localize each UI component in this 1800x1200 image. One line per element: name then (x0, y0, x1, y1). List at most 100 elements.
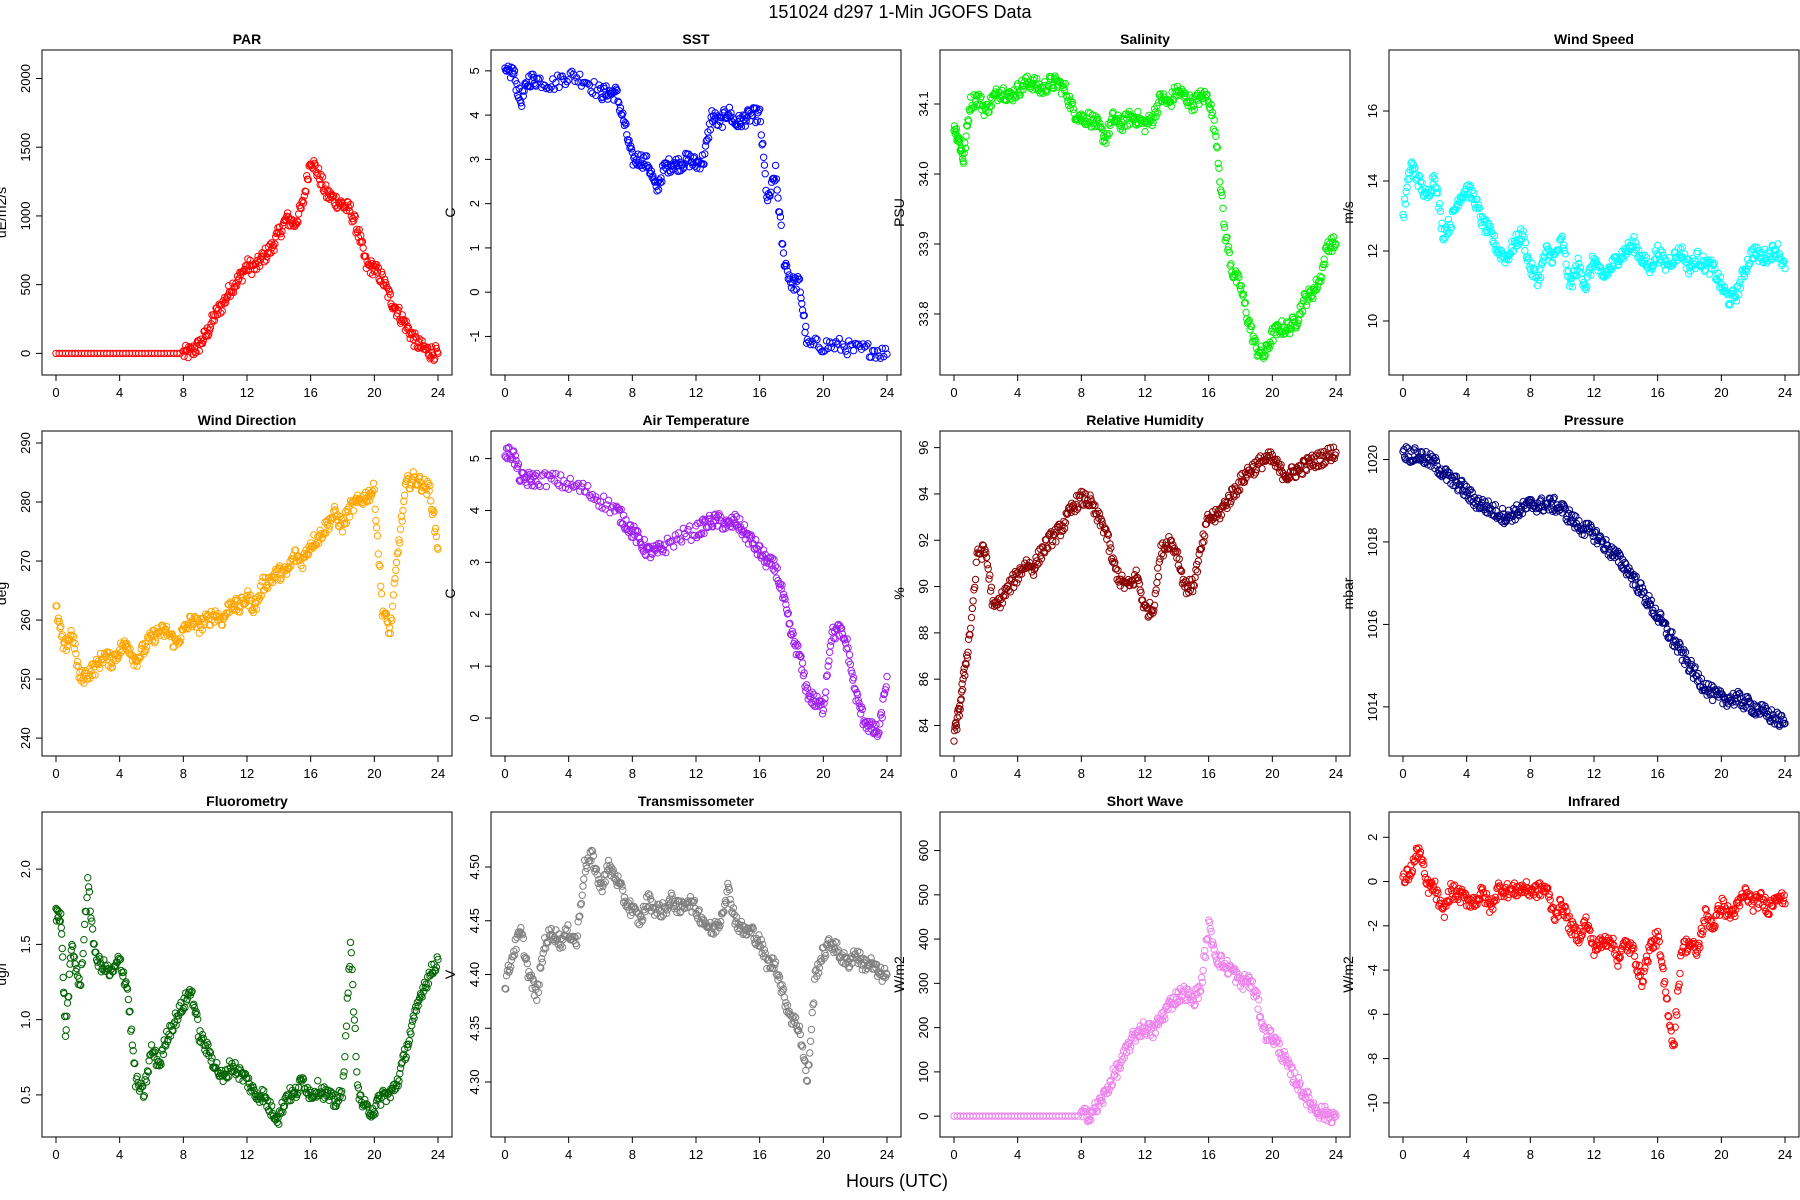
data-point (1513, 241, 1522, 250)
data-point (431, 524, 440, 533)
data-point (1649, 262, 1657, 271)
data-point (1260, 352, 1269, 360)
data-point (532, 82, 540, 90)
y-axis-label-salinity: PSU (891, 198, 907, 227)
data-point (1630, 233, 1638, 241)
data-point (264, 584, 272, 592)
x-tick-label: 24 (880, 766, 894, 781)
data-point (969, 597, 977, 605)
data-point (576, 70, 584, 79)
y-tick-label: 500 (18, 274, 33, 296)
data-point (1453, 200, 1461, 209)
data-point (1485, 220, 1493, 229)
x-tick-label: 24 (1329, 766, 1343, 781)
data-point (1693, 247, 1702, 256)
data-point (352, 1052, 360, 1061)
data-point (332, 512, 340, 521)
data-point (250, 265, 258, 274)
data-point (1077, 110, 1086, 118)
data-point (502, 66, 510, 75)
data-point (409, 468, 417, 476)
x-tick-label: 20 (1714, 385, 1728, 400)
data-point (296, 553, 304, 562)
data-point (1067, 97, 1075, 105)
data-point (531, 81, 539, 89)
data-point (550, 85, 558, 93)
data-point (518, 102, 526, 111)
data-point (177, 634, 185, 642)
data-point (310, 531, 318, 539)
data-point (572, 942, 581, 950)
data-point (248, 605, 257, 614)
data-point (330, 502, 339, 511)
data-point (590, 78, 598, 86)
y-tick-label: 4.35 (467, 1016, 482, 1041)
data-point (1278, 317, 1286, 325)
data-point (427, 343, 436, 351)
data-point (1731, 292, 1739, 300)
data-point (1149, 118, 1157, 127)
data-point (385, 623, 394, 632)
data-point (341, 1053, 349, 1061)
y-tick-label: 3 (467, 559, 482, 566)
data-point (58, 930, 66, 938)
data-point (1316, 272, 1324, 280)
data-point (1320, 255, 1328, 263)
data-point (1678, 243, 1687, 251)
data-point (1564, 272, 1572, 281)
data-point (950, 737, 958, 745)
data-point (542, 482, 551, 491)
data-point (1302, 301, 1311, 309)
data-point (198, 626, 207, 634)
data-point (430, 508, 438, 517)
y-tick-label: 4.40 (467, 962, 482, 987)
data-point (1242, 308, 1250, 317)
data-point (834, 340, 842, 348)
data-point (1043, 88, 1051, 96)
data-point (427, 497, 435, 505)
data-point (1603, 271, 1612, 279)
data-point (260, 1087, 268, 1095)
data-point (1023, 72, 1031, 80)
x-tick-label: 0 (950, 766, 957, 781)
data-point (1435, 204, 1443, 212)
data-point (658, 178, 666, 186)
data-point (373, 524, 381, 532)
data-point (1509, 247, 1517, 256)
data-point (772, 175, 781, 183)
data-point (555, 83, 563, 92)
data-point (395, 303, 403, 312)
data-point (999, 84, 1007, 92)
data-point (1006, 88, 1014, 96)
x-tick-label: 0 (501, 385, 508, 400)
data-point (1632, 246, 1640, 255)
data-point (665, 155, 673, 163)
data-point (1224, 243, 1233, 251)
y-tick-label: 0.5 (18, 1086, 33, 1104)
x-tick-label: 8 (629, 385, 636, 400)
data-point (1213, 144, 1222, 152)
y-tick-label: 1 (467, 663, 482, 670)
data-point (756, 117, 765, 126)
y-axis-label-pressure: mbar (1340, 577, 1356, 609)
data-point (545, 85, 554, 93)
x-tick-label: 12 (1587, 766, 1601, 781)
data-point (61, 1032, 70, 1041)
x-tick-label: 4 (116, 766, 123, 781)
x-tick-label: 12 (689, 385, 703, 400)
data-point (389, 591, 398, 599)
y-tick-label: 270 (18, 550, 33, 572)
data-point (302, 188, 310, 196)
data-point (797, 294, 805, 302)
data-point (1269, 337, 1277, 345)
data-point (510, 70, 518, 78)
data-point (344, 198, 352, 207)
data-point (434, 349, 442, 358)
data-point (182, 624, 191, 632)
data-point (1211, 127, 1219, 136)
data-point (776, 213, 785, 221)
data-point (1103, 535, 1111, 543)
x-tick-label: 16 (752, 385, 766, 400)
data-point (292, 220, 300, 228)
